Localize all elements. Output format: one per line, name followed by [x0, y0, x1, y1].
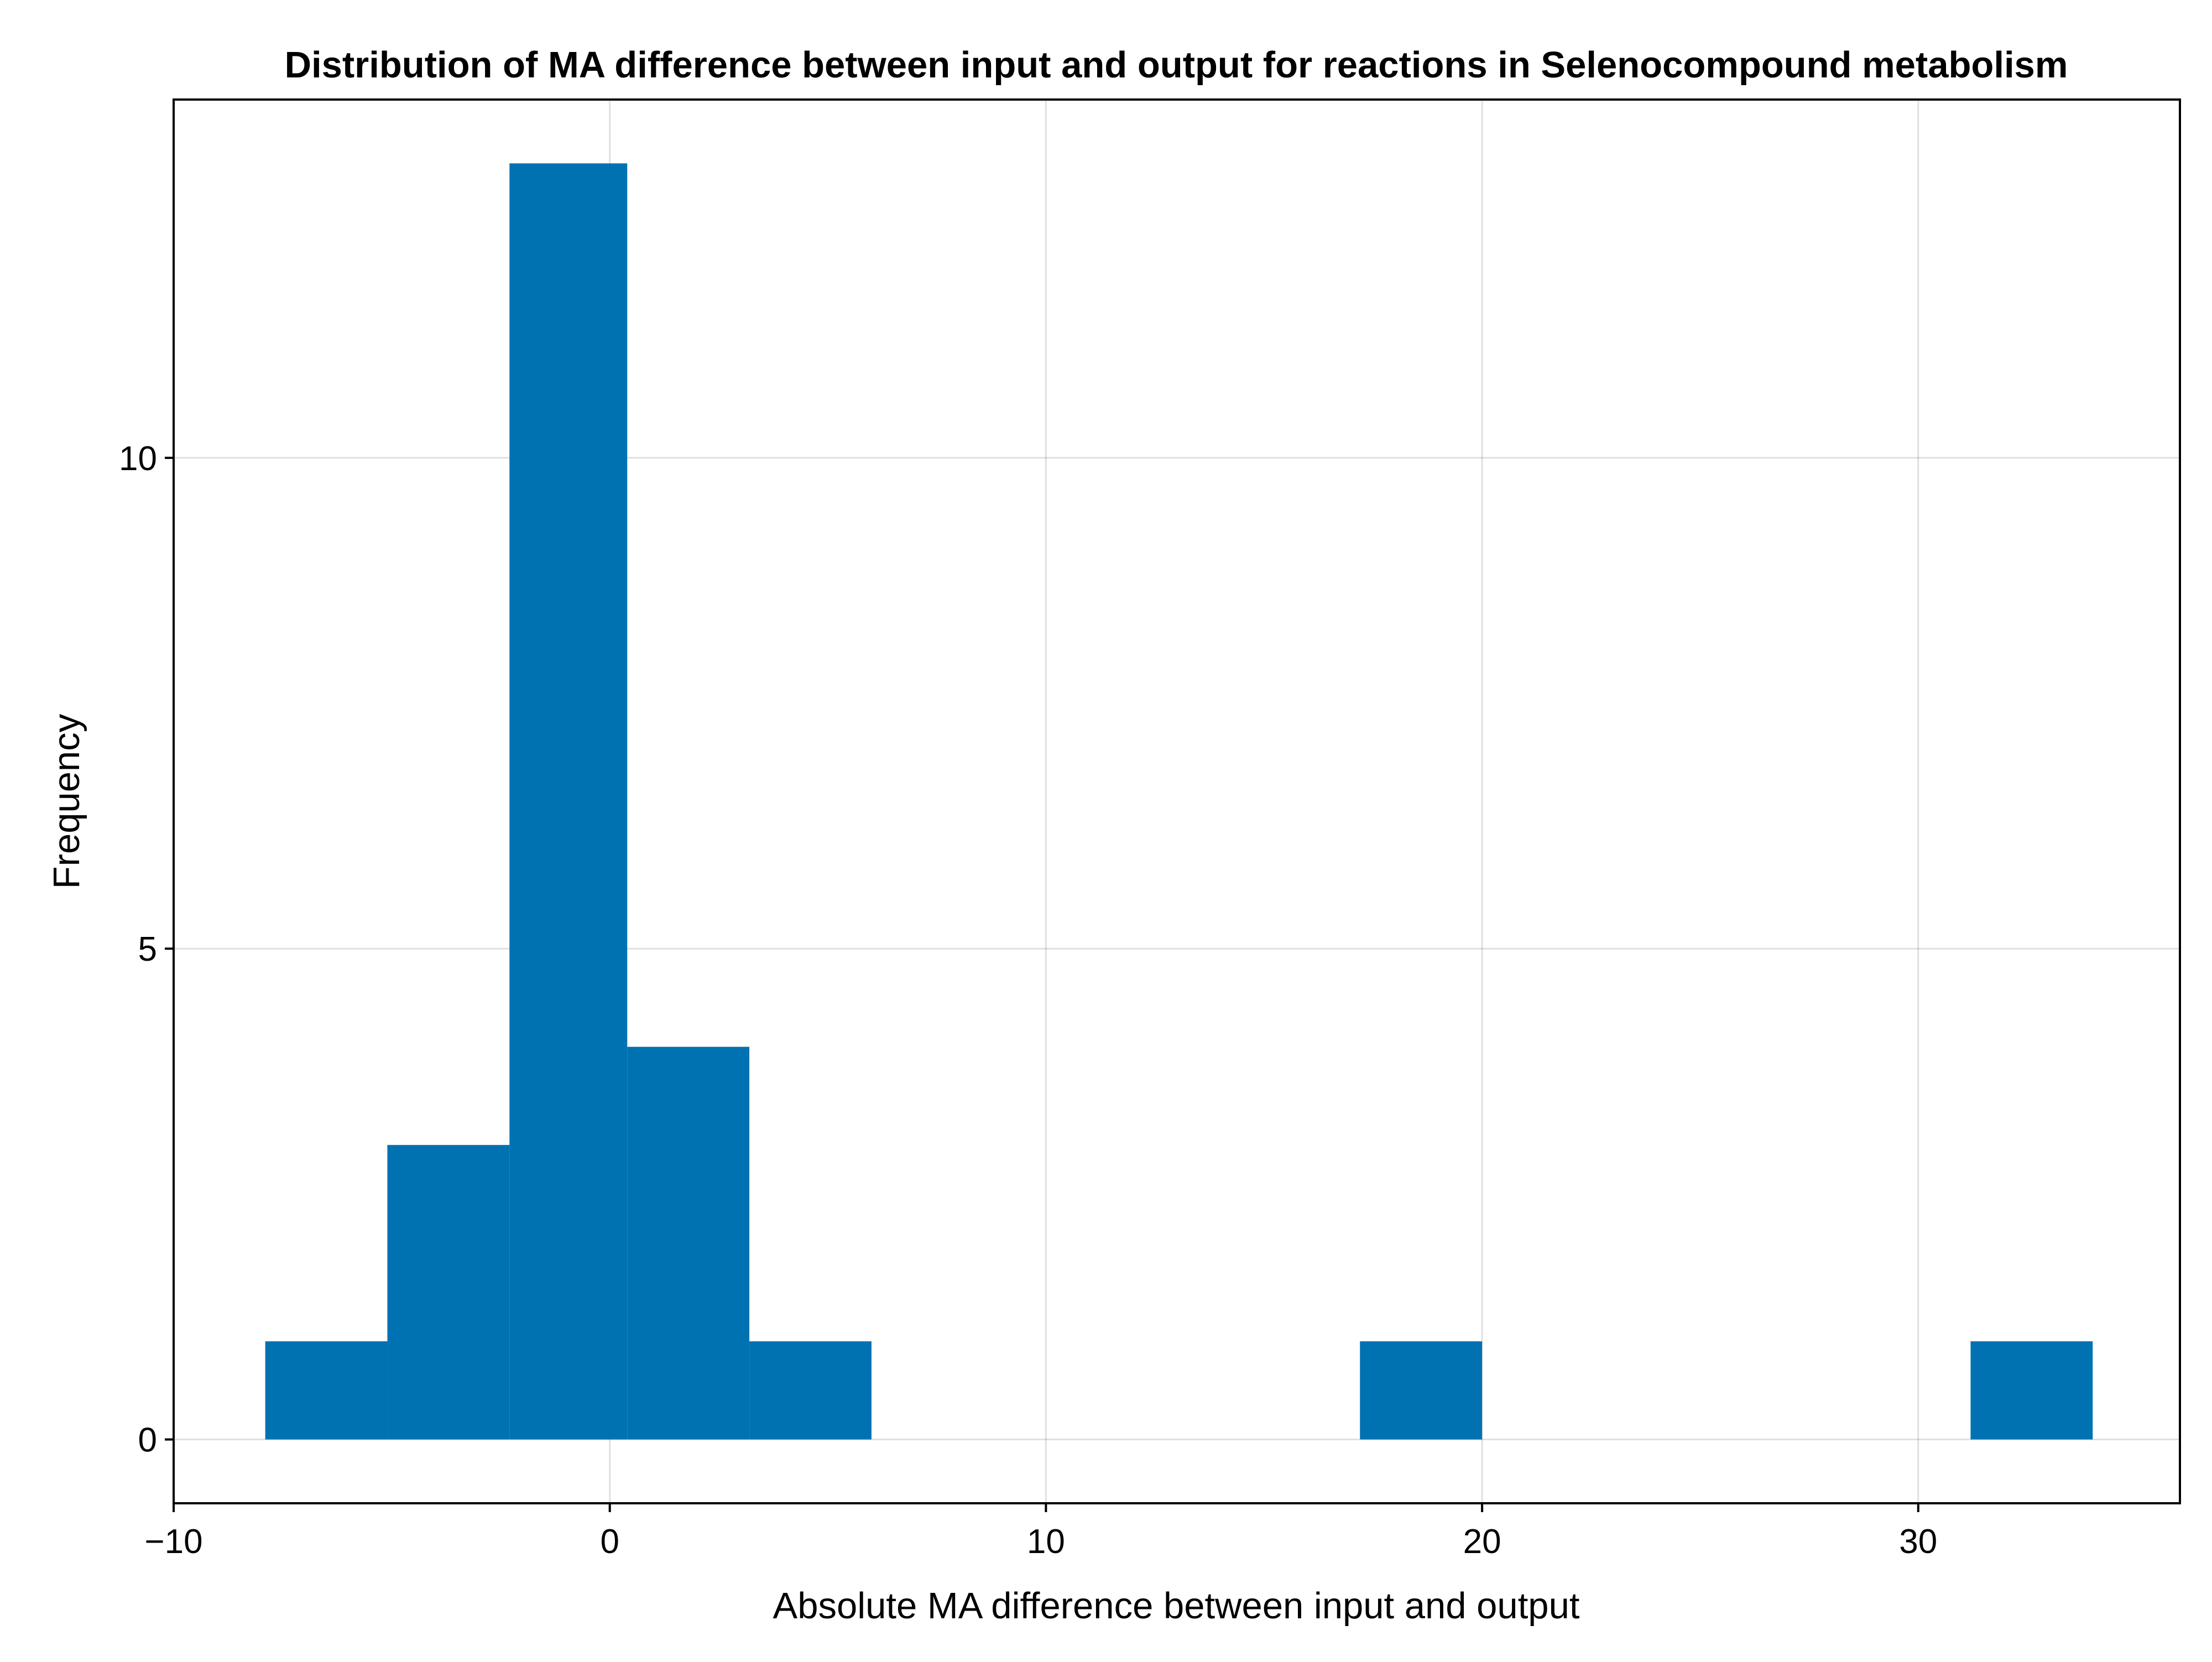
grid-layer	[174, 100, 2180, 1503]
histogram-bar	[387, 1145, 510, 1440]
histogram-bar	[265, 1341, 388, 1440]
chart-title: Distribution of MA difference between in…	[285, 44, 2068, 86]
histogram-bar	[1360, 1341, 1483, 1440]
y-tick-label: 0	[138, 1421, 157, 1460]
plot-frame	[173, 98, 2181, 1504]
y-tick-label: 10	[119, 440, 157, 478]
x-tick-label: 10	[1027, 1523, 1065, 1561]
histogram-bar	[1970, 1341, 2093, 1440]
x-tick-label: −10	[144, 1523, 202, 1561]
x-axis-label: Absolute MA difference between input and…	[773, 1585, 1580, 1627]
histogram-bar	[509, 163, 628, 1440]
histogram-bar	[627, 1046, 750, 1440]
x-tick-label: 30	[1899, 1523, 1937, 1561]
x-tick-label: 20	[1463, 1523, 1501, 1561]
y-axis-label: Frequency	[46, 713, 87, 889]
y-tick-label: 5	[138, 930, 157, 968]
histogram-bar	[749, 1341, 872, 1440]
bar-layer	[265, 163, 2093, 1440]
x-tick-label: 0	[600, 1523, 619, 1561]
tick-layer: −10 0 10 20 30 0 5 10	[119, 440, 1937, 1561]
